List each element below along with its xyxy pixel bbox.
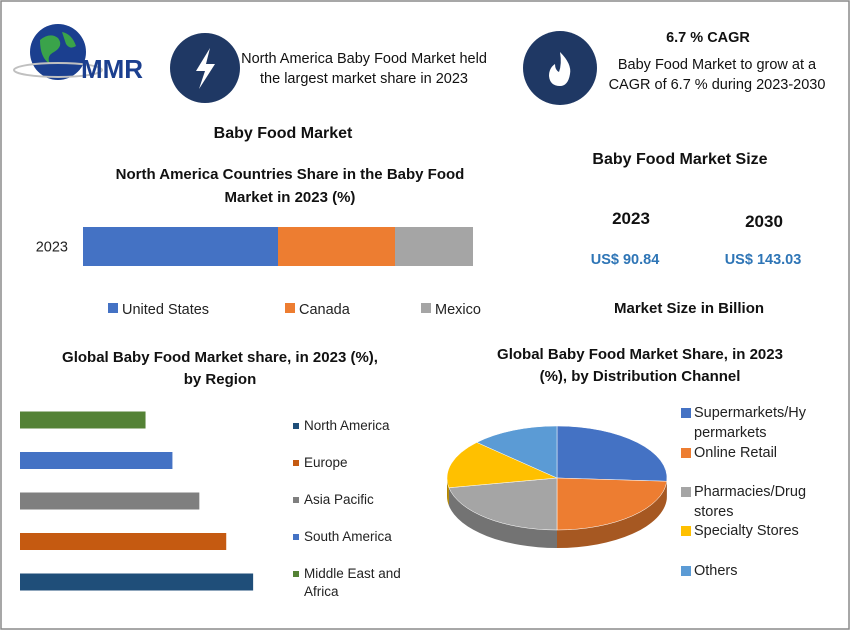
legend-swatch — [681, 526, 691, 536]
legend-swatch — [421, 303, 431, 313]
legend-label: Canada — [299, 302, 351, 318]
legend-swatch — [285, 303, 295, 313]
pie-side — [557, 481, 667, 548]
bar-segment — [278, 227, 395, 266]
bar — [20, 533, 227, 550]
bar — [20, 492, 200, 510]
legend-label: United States — [122, 302, 209, 318]
legend-label: Asia Pacific — [304, 492, 374, 507]
year: 2023 — [612, 209, 650, 228]
year: 2030 — [745, 212, 783, 231]
legend-label: Mexico — [435, 302, 481, 318]
legend-swatch — [293, 423, 299, 429]
market-value: US$ 90.84 — [590, 252, 660, 268]
pie-slice — [556, 477, 668, 531]
section-title: Baby Food Market Size — [592, 151, 768, 168]
bolt-icon — [170, 33, 240, 103]
pie-slice — [556, 425, 668, 482]
card-text: Baby Food Market to grow at a CAGR of 6.… — [608, 57, 826, 93]
pie-slice — [448, 477, 558, 531]
chart-title: North America Countries Share in the Bab… — [115, 166, 465, 206]
y-tick-label: 2023 — [36, 240, 68, 256]
legend-label: North America — [304, 418, 390, 433]
chart-title: Global Baby Food Market Share, in 2023 (… — [497, 346, 783, 385]
bar-segment — [395, 227, 473, 266]
logo-text: MMR — [81, 54, 143, 84]
pie-side — [448, 487, 557, 548]
logo: MMR — [13, 24, 143, 84]
legend-swatch — [108, 303, 118, 313]
card-title: 6.7 % CAGR — [666, 30, 750, 46]
pie-slice — [476, 425, 558, 479]
market-value: US$ 143.03 — [724, 252, 802, 268]
bar-segment — [83, 227, 278, 266]
bar — [20, 452, 173, 469]
legend-swatch — [293, 460, 299, 466]
legend-swatch — [681, 408, 691, 418]
bar — [20, 573, 254, 591]
pie-slice — [446, 442, 558, 489]
pie-side — [447, 478, 449, 506]
legend-swatch — [293, 534, 299, 540]
card-text: North America Baby Food Market held the … — [241, 51, 487, 87]
legend-label: Middle East and Africa — [304, 566, 401, 599]
legend-label: Online Retail — [694, 445, 778, 461]
legend-label: Supermarkets/Hypermarkets — [694, 405, 807, 441]
legend-label: Specialty Stores — [694, 523, 799, 539]
main-title: Baby Food Market — [213, 125, 353, 142]
chart-title: Global Baby Food Market share, in 2023 (… — [62, 349, 378, 388]
note: Market Size in Billion — [613, 300, 765, 317]
legend-label: South America — [304, 529, 392, 544]
legend-label: Others — [694, 563, 738, 579]
legend-swatch — [681, 487, 691, 497]
legend-swatch — [293, 571, 299, 577]
legend-label: Pharmacies/Drugstores — [694, 484, 807, 520]
legend-swatch — [681, 448, 691, 458]
flame-icon — [523, 31, 597, 105]
bar — [20, 411, 146, 429]
legend-label: Europe — [304, 455, 348, 470]
legend-swatch — [681, 566, 691, 576]
legend-swatch — [293, 497, 299, 503]
